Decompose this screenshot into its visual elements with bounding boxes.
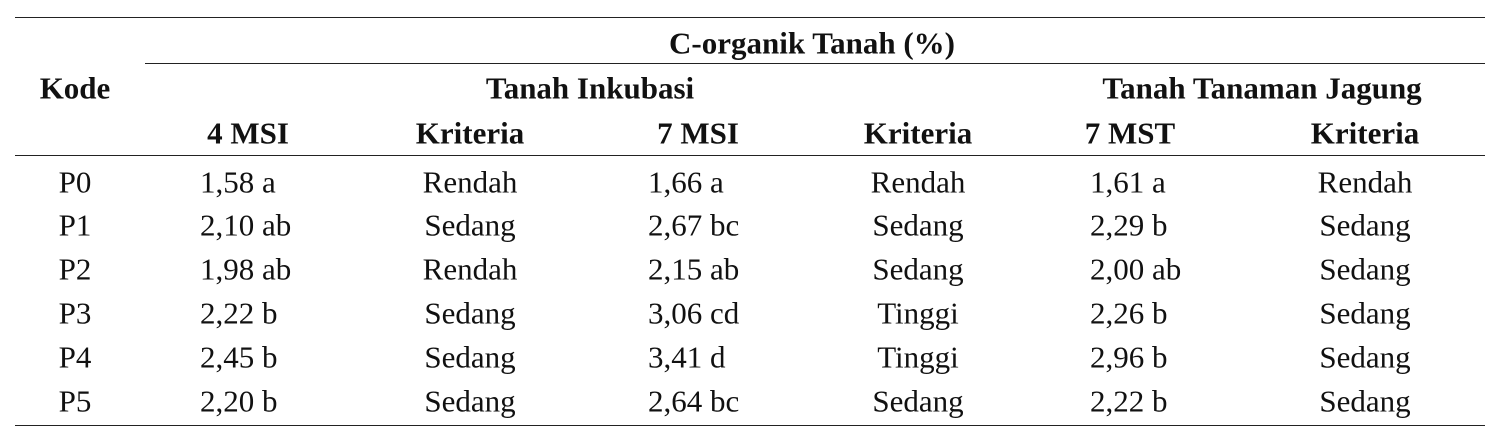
row-code: P3 [58, 295, 92, 331]
header-rule [15, 155, 1485, 156]
cell-value: 2,20 b [200, 383, 278, 419]
group-rule [145, 63, 1485, 64]
cell-criteria: Sedang [424, 383, 516, 419]
cell-value: 2,26 b [1090, 295, 1168, 331]
table-title: C-organik Tanah (%) [669, 25, 955, 61]
cell-criteria: Rendah [1317, 164, 1413, 200]
cell-value: 2,00 ab [1090, 251, 1182, 287]
cell-value: 2,22 b [1090, 383, 1168, 419]
cell-criteria: Rendah [422, 164, 518, 200]
cell-criteria: Sedang [1319, 339, 1411, 375]
cell-criteria: Sedang [424, 207, 516, 243]
cell-criteria: Sedang [424, 295, 516, 331]
cell-criteria: Sedang [872, 383, 964, 419]
row-code: P1 [58, 207, 92, 243]
cell-criteria: Sedang [1319, 295, 1411, 331]
cell-value: 2,96 b [1090, 339, 1168, 375]
cell-criteria: Tinggi [877, 295, 959, 331]
cell-value: 2,15 ab [648, 251, 740, 287]
corner-header: Kode [39, 70, 111, 106]
cell-value: 1,98 ab [200, 251, 292, 287]
cell-criteria: Sedang [424, 339, 516, 375]
cell-criteria: Tinggi [877, 339, 959, 375]
row-code: P0 [58, 164, 92, 200]
row-code: P4 [58, 339, 92, 375]
cell-criteria: Sedang [1319, 383, 1411, 419]
column-header: Kriteria [1310, 115, 1420, 151]
cell-value: 2,45 b [200, 339, 278, 375]
cell-value: 2,10 ab [200, 207, 292, 243]
group-header: Tanah Tanaman Jagung [1102, 70, 1422, 106]
row-code: P2 [58, 251, 92, 287]
top-rule [15, 17, 1485, 18]
cell-value: 2,22 b [200, 295, 278, 331]
column-header: 7 MST [1084, 115, 1176, 151]
cell-value: 3,06 cd [648, 295, 740, 331]
cell-value: 1,61 a [1090, 164, 1166, 200]
cell-value: 2,67 bc [648, 207, 740, 243]
cell-value: 1,66 a [648, 164, 724, 200]
column-header: Kriteria [863, 115, 973, 151]
cell-criteria: Sedang [872, 251, 964, 287]
row-code: P5 [58, 383, 92, 419]
cell-value: 3,41 d [648, 339, 726, 375]
cell-value: 2,29 b [1090, 207, 1168, 243]
cell-criteria: Rendah [870, 164, 966, 200]
cell-criteria: Rendah [422, 251, 518, 287]
bottom-rule [15, 425, 1485, 426]
column-header: 4 MSI [207, 115, 289, 151]
group-header: Tanah Inkubasi [485, 70, 695, 106]
cell-value: 1,58 a [200, 164, 276, 200]
cell-value: 2,64 bc [648, 383, 740, 419]
cell-criteria: Sedang [872, 207, 964, 243]
column-header: 7 MSI [657, 115, 739, 151]
column-header: Kriteria [415, 115, 525, 151]
cell-criteria: Sedang [1319, 251, 1411, 287]
cell-criteria: Sedang [1319, 207, 1411, 243]
